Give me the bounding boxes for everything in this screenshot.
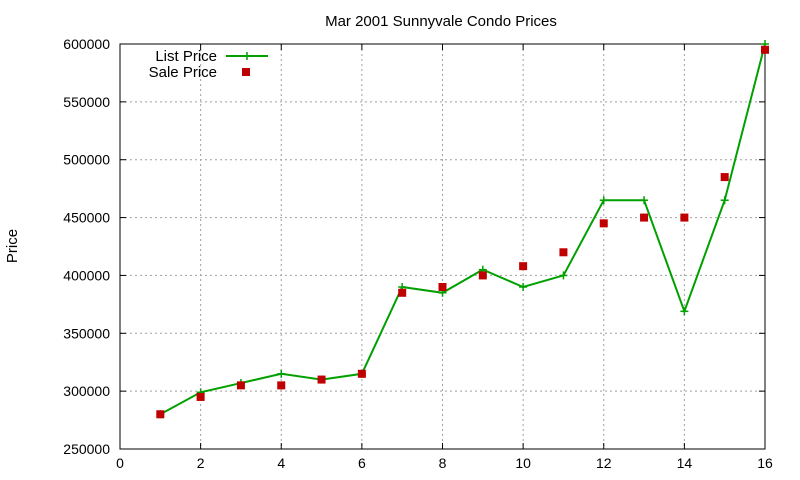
series-layer — [156, 40, 769, 419]
list-price-point — [680, 307, 689, 316]
sale-price-point — [478, 271, 487, 280]
y-tick-label: 550000 — [63, 94, 110, 110]
sale-price-point — [761, 45, 769, 54]
list-price-point — [519, 283, 528, 291]
y-tick-label: 450000 — [63, 210, 110, 226]
y-tick-label: 250000 — [63, 441, 110, 457]
y-tick-label: 500000 — [63, 152, 110, 168]
x-tick-label: 8 — [439, 455, 447, 471]
x-tick-label: 14 — [677, 455, 693, 471]
list-price-line — [159, 43, 766, 416]
sale-price-point — [156, 410, 165, 419]
legend: List Price Sale Price — [149, 48, 268, 81]
sale-price-point — [398, 288, 407, 297]
x-tick-label: 16 — [757, 455, 773, 471]
x-tick-label: 6 — [358, 455, 366, 471]
sale-price-point — [720, 173, 729, 182]
sale-price-point — [438, 283, 447, 291]
sale-price-point — [236, 381, 245, 390]
axis-ticks: 0 2 4 6 8 10 12 14 16 250000 300000 350000 400000 450… — [63, 36, 773, 471]
legend-label-list-price: List Price — [155, 48, 217, 65]
legend-label-sale-price: Sale Price — [149, 64, 217, 81]
x-tick-label: 4 — [277, 455, 285, 471]
sale-price-point — [599, 219, 608, 228]
sale-price-point — [680, 213, 689, 222]
chart-title: Mar 2001 Sunnyvale Condo Prices — [325, 13, 557, 30]
x-tick-label: 12 — [596, 455, 612, 471]
x-tick-label: 10 — [515, 455, 531, 471]
legend-swatch-sale-price — [242, 68, 250, 76]
list-price-point — [640, 196, 649, 205]
legend-square-sample — [242, 68, 250, 76]
x-tick-label: 2 — [197, 455, 205, 471]
sale-price-point — [357, 369, 366, 378]
sale-price-point — [317, 375, 326, 384]
sale-price-point — [640, 213, 649, 222]
y-tick-label: 350000 — [63, 325, 110, 341]
list-price-point — [599, 196, 608, 205]
series-sale-price — [156, 45, 769, 419]
y-tick-label: 400000 — [63, 267, 110, 283]
x-tick-label: 0 — [116, 455, 124, 471]
series-list-price — [156, 40, 769, 419]
list-price-point — [720, 196, 729, 205]
y-axis-title: Price — [4, 229, 21, 263]
legend-swatch-list-price — [226, 52, 268, 60]
y-tick-label: 300000 — [63, 383, 110, 399]
sale-price-point — [196, 392, 205, 401]
list-price-point — [277, 369, 286, 378]
sale-price-point — [277, 381, 286, 390]
sale-price-point — [519, 262, 528, 271]
y-tick-label: 600000 — [63, 36, 110, 52]
sale-price-point — [559, 248, 568, 257]
list-price-point — [559, 271, 568, 280]
legend-plus-sample — [243, 52, 251, 60]
